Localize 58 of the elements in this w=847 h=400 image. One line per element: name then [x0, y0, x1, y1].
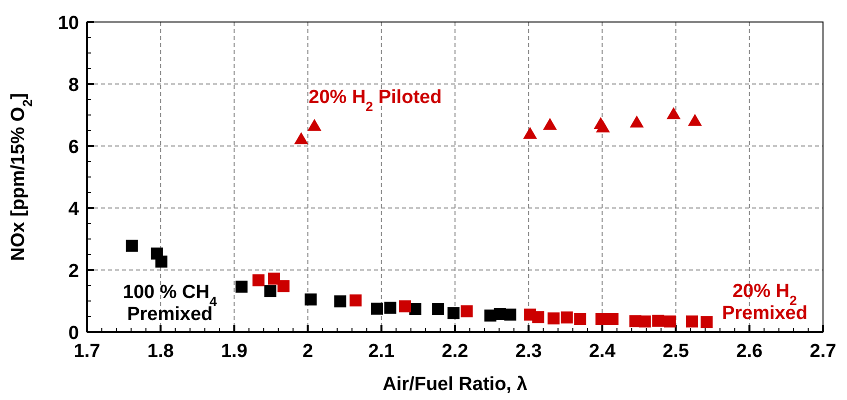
y-tick-label: 8: [68, 75, 79, 96]
x-tick-label: 2.4: [588, 341, 616, 362]
point: [666, 107, 681, 120]
y-tick-label: 0: [68, 323, 79, 344]
point: [532, 311, 544, 324]
point: [596, 120, 610, 132]
x-axis-title: Air/Fuel Ratio, λ: [382, 374, 528, 395]
point: [606, 312, 619, 325]
point: [700, 316, 713, 328]
point: [688, 114, 702, 126]
point: [560, 311, 573, 324]
y-tick-label: 6: [68, 137, 79, 158]
point: [460, 305, 473, 318]
point: [278, 280, 290, 292]
point: [398, 300, 411, 312]
x-tick-label: 1.7: [74, 341, 100, 362]
point: [548, 312, 560, 324]
point: [384, 302, 396, 314]
x-tick-label: 2.6: [736, 341, 763, 362]
point: [630, 115, 644, 128]
x-tick-label: 2.5: [662, 341, 690, 362]
x-tick-label: 2.1: [368, 341, 396, 362]
point: [268, 272, 280, 285]
point: [334, 295, 346, 308]
point: [126, 240, 138, 252]
series-label: 20% H$_{2}$ Piloted: [308, 87, 442, 114]
series-label: 100 % CH$_{4}$ Premixed: [122, 282, 218, 325]
x-tick-label: 1.9: [220, 341, 248, 362]
point: [504, 308, 516, 321]
point: [448, 307, 460, 320]
x-tick-label: 2.7: [810, 341, 836, 362]
point: [664, 315, 676, 328]
point: [264, 285, 276, 298]
point: [307, 118, 322, 131]
y-tick-label: 4: [68, 199, 80, 220]
point: [350, 294, 362, 306]
x-tick-label: 2: [302, 341, 314, 362]
y-tick-label: 10: [58, 13, 79, 34]
x-tick-label: 2.2: [442, 341, 468, 362]
series-label: 20% H$_{2}$ Premixed: [722, 281, 808, 324]
point: [652, 314, 664, 327]
x-tick-label: 1.8: [147, 341, 174, 362]
point: [595, 312, 608, 325]
point: [304, 293, 317, 306]
point: [432, 303, 444, 316]
point: [252, 274, 264, 286]
point: [542, 118, 557, 130]
point: [409, 303, 422, 316]
point: [294, 132, 308, 144]
point: [523, 126, 538, 139]
point: [155, 256, 168, 268]
point: [638, 315, 651, 328]
point: [236, 280, 248, 293]
x-tick-label: 2.3: [515, 341, 542, 362]
y-tick-label: 2: [68, 261, 79, 282]
point: [370, 302, 383, 315]
point: [574, 312, 586, 325]
point: [686, 315, 698, 328]
